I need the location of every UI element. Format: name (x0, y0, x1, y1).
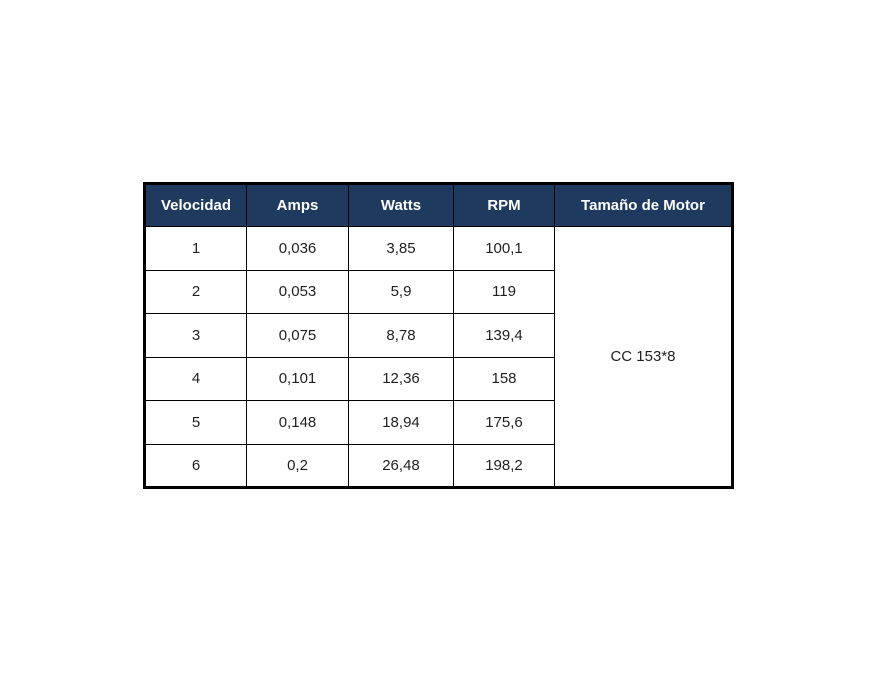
cell-watts: 12,36 (348, 356, 454, 401)
table-row: 4 0,101 12,36 158 (144, 356, 733, 401)
cell-velocidad: 5 (144, 400, 247, 445)
cell-amps: 0,2 (246, 443, 349, 488)
cell-rpm: 100,1 (453, 226, 555, 271)
cell-rpm: 158 (453, 356, 555, 401)
cell-rpm: 198,2 (453, 443, 555, 488)
cell-watts: 26,48 (348, 443, 454, 488)
table-row: 5 0,148 18,94 175,6 (144, 400, 733, 445)
cell-rpm: 139,4 (453, 313, 555, 358)
cell-velocidad: 2 (144, 269, 247, 314)
column-header-motor-size: Tamaño de Motor (554, 183, 733, 227)
column-header-rpm: RPM (453, 183, 555, 227)
cell-amps: 0,053 (246, 269, 349, 314)
cell-rpm: 119 (453, 269, 555, 314)
column-header-watts: Watts (348, 183, 454, 227)
cell-velocidad: 1 (144, 226, 247, 271)
column-header-velocidad: Velocidad (144, 183, 247, 227)
cell-amps: 0,075 (246, 313, 349, 358)
cell-amps: 0,148 (246, 400, 349, 445)
cell-rpm: 175,6 (453, 400, 555, 445)
cell-velocidad: 4 (144, 356, 247, 401)
motor-speed-table: Velocidad Amps Watts RPM Tamaño de Motor… (143, 182, 734, 489)
merged-cell-motor-size: CC 153*8 (554, 226, 733, 488)
cell-watts: 8,78 (348, 313, 454, 358)
cell-amps: 0,036 (246, 226, 349, 271)
header-row: Velocidad Amps Watts RPM Tamaño de Motor (144, 183, 733, 227)
table-row: 2 0,053 5,9 119 (144, 269, 733, 314)
cell-amps: 0,101 (246, 356, 349, 401)
cell-velocidad: 6 (144, 443, 247, 488)
cell-watts: 5,9 (348, 269, 454, 314)
table-row: 1 0,036 3,85 100,1 CC 153*8 (144, 226, 733, 488)
column-header-amps: Amps (246, 183, 349, 227)
table-row: 3 0,075 8,78 139,4 (144, 313, 733, 358)
cell-watts: 3,85 (348, 226, 454, 271)
cell-velocidad: 3 (144, 313, 247, 358)
table-row: 6 0,2 26,48 198,2 (144, 443, 733, 488)
cell-watts: 18,94 (348, 400, 454, 445)
